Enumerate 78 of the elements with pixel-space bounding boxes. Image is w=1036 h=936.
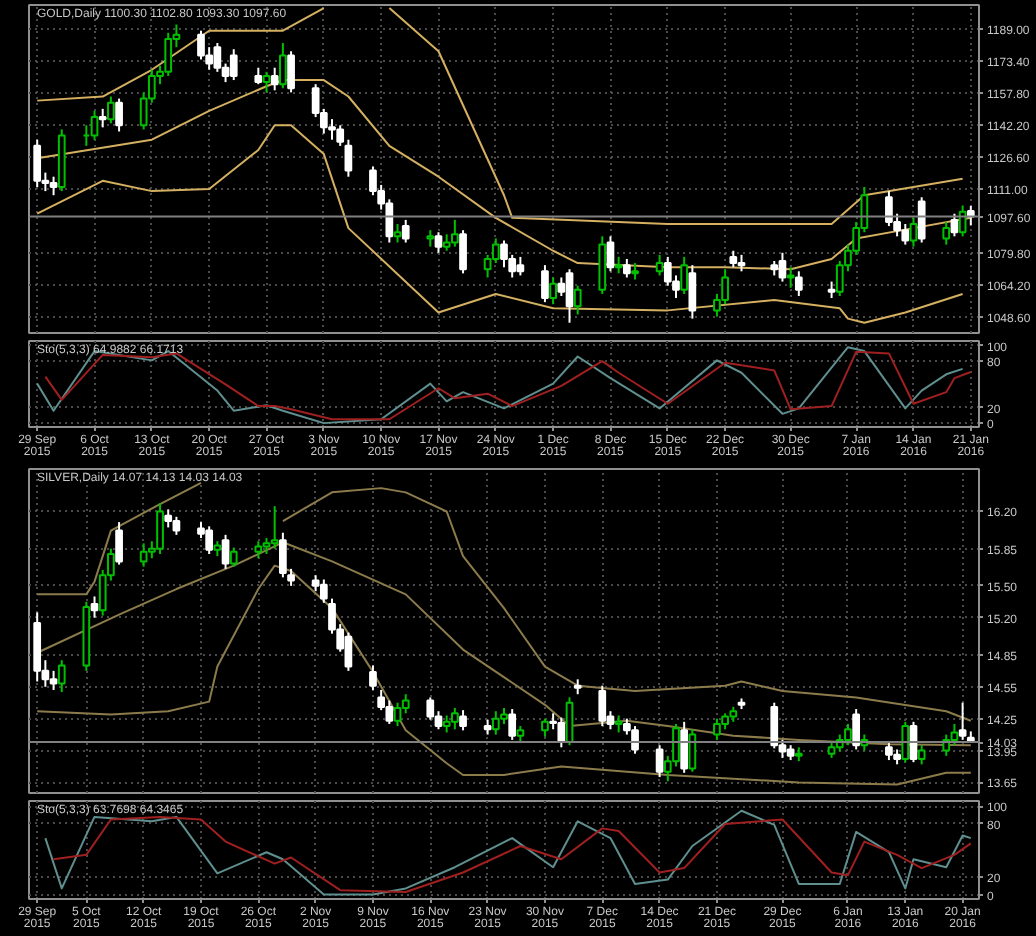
candlestick [172, 515, 181, 536]
candlestick [794, 270, 803, 297]
candlestick [688, 264, 697, 320]
candlestick [49, 669, 58, 691]
candlestick [344, 631, 353, 672]
candlestick [508, 708, 517, 741]
candlestick [221, 533, 230, 570]
candlestick [680, 720, 689, 774]
candlestick [115, 521, 123, 566]
candlestick [950, 212, 959, 238]
candlestick [107, 95, 115, 125]
candlestick [852, 708, 861, 751]
candlestick [786, 266, 795, 289]
candlestick [500, 239, 508, 269]
candlestick [844, 722, 852, 747]
candlestick [229, 546, 238, 568]
candlestick [213, 42, 222, 73]
candlestick [270, 66, 279, 92]
candlestick [917, 196, 926, 244]
candlestick [319, 578, 328, 604]
candlestick [164, 31, 173, 77]
candlestick [279, 531, 287, 579]
candlestick [205, 525, 214, 555]
candlestick [393, 223, 402, 244]
candlestick [451, 218, 459, 248]
candlestick [598, 684, 607, 728]
candlestick [541, 264, 549, 304]
candlestick [541, 717, 549, 738]
candlestick [606, 235, 615, 273]
candlestick [90, 109, 99, 141]
candlestick [688, 728, 697, 773]
candlestick [680, 255, 689, 295]
candlestick [459, 709, 467, 732]
candlestick [451, 707, 459, 731]
candlestick [459, 229, 467, 275]
candlestick [557, 716, 566, 749]
candlestick [229, 48, 238, 82]
candlestick [770, 701, 779, 750]
candlestick [631, 725, 639, 755]
line-series [36, 564, 972, 786]
candlestick [917, 744, 926, 766]
candlestick [49, 175, 58, 197]
candlestick [287, 50, 295, 94]
candlestick [713, 717, 721, 741]
candlestick [778, 251, 787, 283]
candlestick [156, 501, 164, 555]
candlestick [942, 220, 951, 246]
candlestick [573, 284, 582, 316]
candlestick [426, 696, 435, 721]
candlestick [901, 720, 910, 764]
candlestick [516, 255, 525, 277]
candlestick [57, 659, 66, 694]
candlestick [393, 701, 402, 728]
candlestick [950, 722, 959, 747]
candlestick [565, 268, 574, 324]
candlestick [958, 701, 967, 741]
candlestick [549, 276, 557, 306]
candlestick [33, 611, 42, 683]
line-series [36, 124, 964, 324]
candlestick [598, 235, 607, 295]
candlestick [139, 542, 148, 568]
candlestick [909, 216, 918, 248]
candlestick [115, 97, 123, 133]
candlestick [270, 505, 279, 550]
candlestick [279, 42, 287, 90]
candlestick [491, 710, 500, 736]
candlestick [655, 253, 664, 277]
candlestick [98, 107, 107, 129]
candlestick [434, 231, 443, 254]
candlestick [655, 744, 664, 779]
candlestick [622, 257, 631, 279]
candlestick [90, 595, 99, 619]
candlestick [262, 70, 271, 94]
candlestick [369, 664, 377, 691]
candlestick [885, 190, 893, 228]
candlestick [33, 138, 42, 188]
candlestick [164, 508, 173, 529]
candlestick [401, 218, 410, 244]
